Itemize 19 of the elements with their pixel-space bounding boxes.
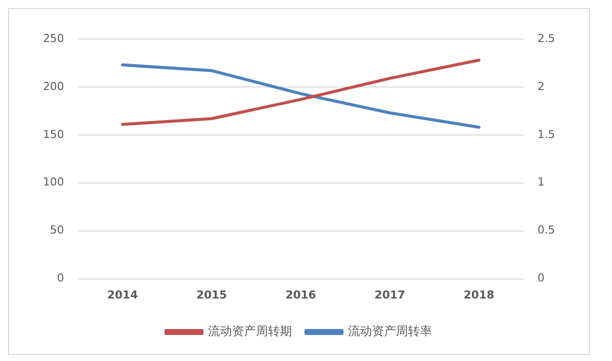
x-tick-label: 2015 xyxy=(196,288,227,302)
y2-tick-label: 0.5 xyxy=(538,224,556,237)
y2-tick-label: 2 xyxy=(538,80,545,93)
y2-tick-label: 2.5 xyxy=(538,32,556,45)
y2-tick-label: 0 xyxy=(538,272,545,285)
y-tick-label: 200 xyxy=(42,80,64,93)
x-tick-label: 2016 xyxy=(285,288,316,302)
y2-tick-label: 1 xyxy=(538,176,545,189)
x-tick-label: 2017 xyxy=(374,288,406,302)
y2-tick-label: 1.5 xyxy=(538,128,556,141)
y-tick-label: 150 xyxy=(42,128,64,141)
y-tick-label: 100 xyxy=(42,176,64,189)
x-tick-label: 2014 xyxy=(107,288,138,302)
legend-label: 流动资产周转期 xyxy=(208,324,292,338)
legend-label: 流动资产周转率 xyxy=(348,324,432,338)
y-tick-label: 50 xyxy=(50,224,64,237)
y-tick-label: 0 xyxy=(56,272,64,285)
y-tick-label: 250 xyxy=(42,32,64,45)
x-tick-label: 2018 xyxy=(464,288,494,302)
